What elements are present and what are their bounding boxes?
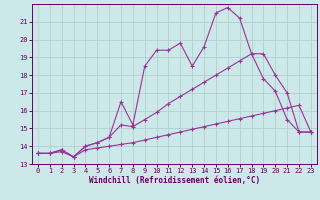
- X-axis label: Windchill (Refroidissement éolien,°C): Windchill (Refroidissement éolien,°C): [89, 176, 260, 185]
